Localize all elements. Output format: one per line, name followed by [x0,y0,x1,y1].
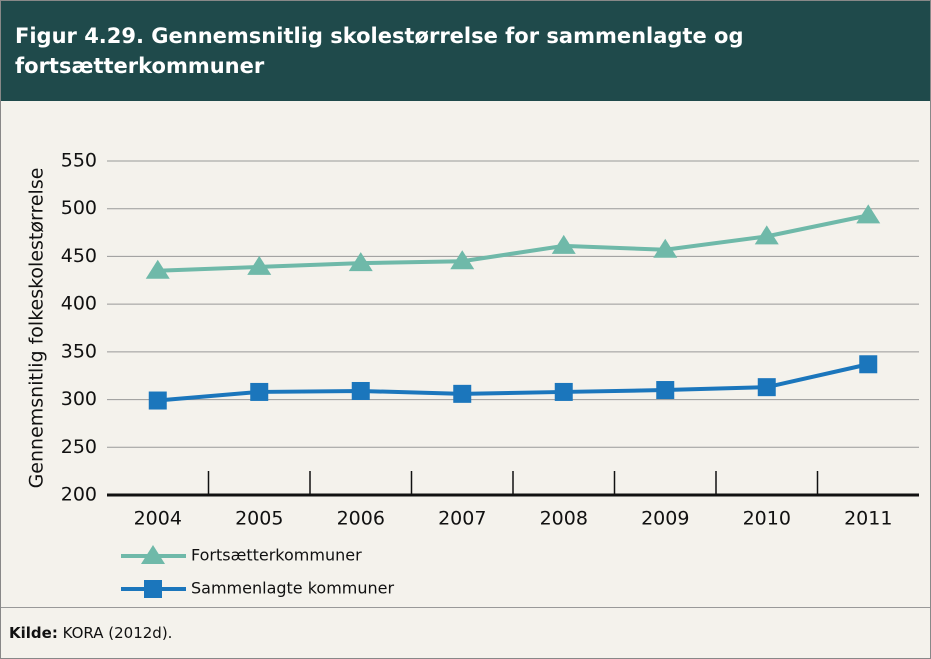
x-tick-label: 2006 [337,508,385,530]
data-point [554,382,573,401]
chart-title: Figur 4.29. Gennemsnitlig skolestørrelse… [15,24,744,78]
y-tick-label: 400 [61,293,97,315]
y-tick-label: 300 [61,388,97,410]
data-point [859,355,878,374]
y-tick-label: 200 [61,484,97,506]
x-tick-label: 2010 [743,508,791,530]
y-tick-label: 350 [61,340,97,362]
chart: Gennemsnitlig folkeskolestørrelse 200 250… [26,150,919,598]
data-point [653,238,678,258]
data-point [250,382,269,401]
y-tick-label: 500 [61,197,97,219]
x-tick-label: 2009 [641,508,689,530]
data-point [656,381,675,400]
data-point [145,259,170,279]
x-tick-label: 2007 [438,508,486,530]
header: Figur 4.29. Gennemsnitlig skolestørrelse… [1,1,930,101]
x-tick-label: 2008 [540,508,588,530]
x-tick-label: 2004 [134,508,182,530]
source-label: Kilde: [9,624,58,642]
source: KORA (2012d). [62,624,173,642]
data-point [856,204,881,224]
data-point [351,381,370,400]
data-point [757,378,776,397]
legend-label: Fortsætterkommuner [191,546,362,565]
data-point [450,250,475,270]
series-line [157,213,869,273]
series-line [157,362,869,403]
footer: Kilde: KORA (2012d). [1,607,930,642]
x-tick-label: 2005 [235,508,283,530]
y-tick-label: 450 [61,245,97,267]
y-axis-title: Gennemsnitlig folkeskolestørrelse [26,168,48,489]
data-point [348,252,373,272]
data-point [551,234,576,254]
legend-label: Sammenlagte kommuner [191,579,395,598]
y-tick-label: 550 [61,150,97,172]
data-point [148,391,167,410]
legend-marker [144,580,162,598]
legend-marker [141,545,165,564]
data-point [754,225,779,245]
data-point [453,384,472,403]
data-point [247,255,272,275]
y-tick-label: 250 [61,436,97,458]
x-tick-label: 2011 [844,508,892,530]
